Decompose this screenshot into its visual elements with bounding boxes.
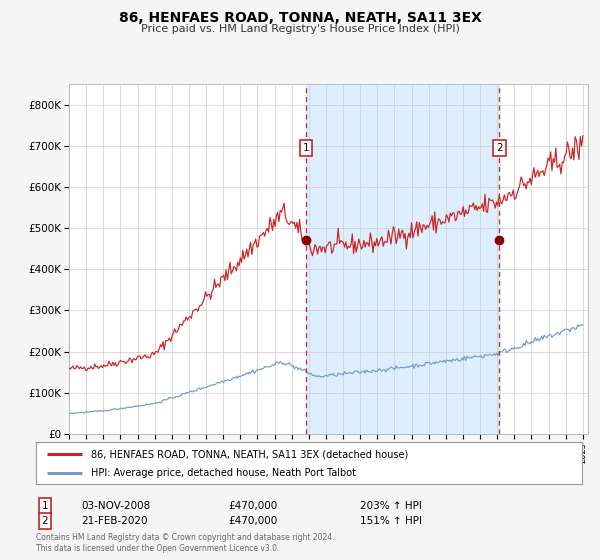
Text: £470,000: £470,000: [228, 516, 277, 526]
Text: HPI: Average price, detached house, Neath Port Talbot: HPI: Average price, detached house, Neat…: [91, 469, 356, 478]
Text: 86, HENFAES ROAD, TONNA, NEATH, SA11 3EX: 86, HENFAES ROAD, TONNA, NEATH, SA11 3EX: [119, 11, 481, 25]
Text: 151% ↑ HPI: 151% ↑ HPI: [360, 516, 422, 526]
Text: 1: 1: [303, 143, 310, 153]
Text: 03-NOV-2008: 03-NOV-2008: [81, 501, 150, 511]
Text: 2: 2: [496, 143, 503, 153]
Text: Price paid vs. HM Land Registry's House Price Index (HPI): Price paid vs. HM Land Registry's House …: [140, 24, 460, 34]
Text: 2: 2: [41, 516, 49, 526]
Text: 86, HENFAES ROAD, TONNA, NEATH, SA11 3EX (detached house): 86, HENFAES ROAD, TONNA, NEATH, SA11 3EX…: [91, 449, 408, 459]
Text: 1: 1: [41, 501, 49, 511]
Text: Contains HM Land Registry data © Crown copyright and database right 2024.
This d: Contains HM Land Registry data © Crown c…: [36, 533, 335, 553]
Text: 21-FEB-2020: 21-FEB-2020: [81, 516, 148, 526]
Bar: [306, 84, 499, 434]
Text: 203% ↑ HPI: 203% ↑ HPI: [360, 501, 422, 511]
Text: £470,000: £470,000: [228, 501, 277, 511]
